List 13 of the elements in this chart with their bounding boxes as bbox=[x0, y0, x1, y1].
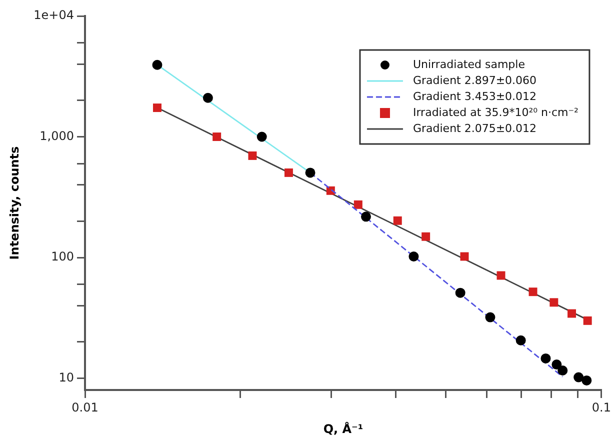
x-axis-title: Q, Å⁻¹ bbox=[323, 420, 364, 436]
y-axis-title: Intensity, counts bbox=[7, 146, 22, 260]
legend-label: Gradient 3.453±0.012 bbox=[412, 90, 537, 103]
x-tick-label: 0.01 bbox=[72, 400, 98, 414]
y-tick-label: 1,000 bbox=[40, 128, 74, 143]
legend-label: Unirradiated sample bbox=[412, 58, 526, 71]
y-tick-label: 10 bbox=[58, 370, 74, 384]
legend-label: Irradiated at 35.9*10²⁰ n·cm⁻² bbox=[412, 106, 578, 119]
legend-label: Gradient 2.897±0.060 bbox=[412, 74, 537, 87]
x-tick-label: 0.1 bbox=[592, 400, 612, 414]
legend-label: Gradient 2.075±0.012 bbox=[412, 122, 537, 135]
y-tick-label: 1e+04 bbox=[34, 8, 74, 22]
y-tick-label: 100 bbox=[51, 250, 74, 264]
